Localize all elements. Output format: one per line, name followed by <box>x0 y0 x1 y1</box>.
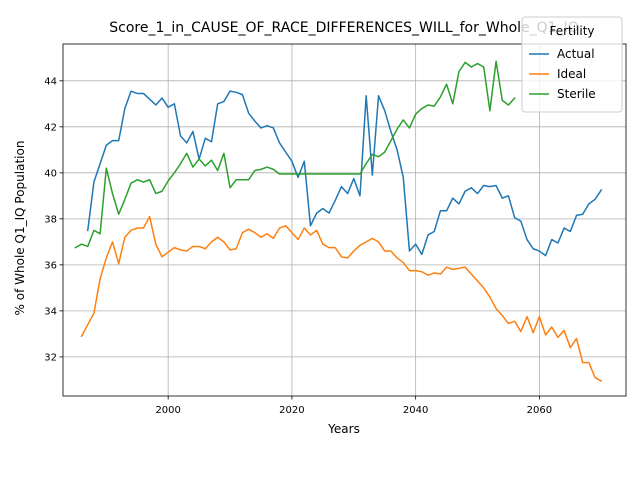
legend-label-sterile: Sterile <box>557 87 596 101</box>
plot-area-frame <box>62 43 627 397</box>
legend-label-actual: Actual <box>557 47 595 61</box>
y-tick-label: 42 <box>44 122 57 133</box>
y-tick-label: 40 <box>44 168 57 179</box>
x-tick-label: 2040 <box>403 405 428 416</box>
series-line-sterile <box>74 60 516 249</box>
y-axis-label: % of Whole Q1_IQ Population <box>13 141 27 316</box>
legend-label-ideal: Ideal <box>557 67 586 81</box>
y-tick-label: 32 <box>44 352 57 363</box>
y-tick-label: 38 <box>44 214 57 225</box>
x-tick-label: 2060 <box>527 405 552 416</box>
y-tick-label: 44 <box>44 76 57 87</box>
y-tick-label: 34 <box>44 306 57 317</box>
legend-box <box>521 16 623 113</box>
y-tick-label: 36 <box>44 260 57 271</box>
series-line-ideal <box>80 215 603 383</box>
x-tick-label: 2020 <box>279 405 304 416</box>
axis-ticks: 2000 2020 2040 2060 32 34 36 38 40 42 44 <box>44 76 552 416</box>
x-axis-label: Years <box>327 422 360 436</box>
legend: Fertility Actual Ideal Sterile <box>521 16 623 113</box>
chart-title: Score_1_in_CAUSE_OF_RACE_DIFFERENCES_WIL… <box>109 20 579 36</box>
x-tick-label: 2000 <box>155 405 180 416</box>
series-line-actual <box>86 90 603 257</box>
series-layer <box>74 60 603 383</box>
legend-title: Fertility <box>549 24 594 38</box>
legend-items: Actual Ideal Sterile <box>529 47 596 101</box>
